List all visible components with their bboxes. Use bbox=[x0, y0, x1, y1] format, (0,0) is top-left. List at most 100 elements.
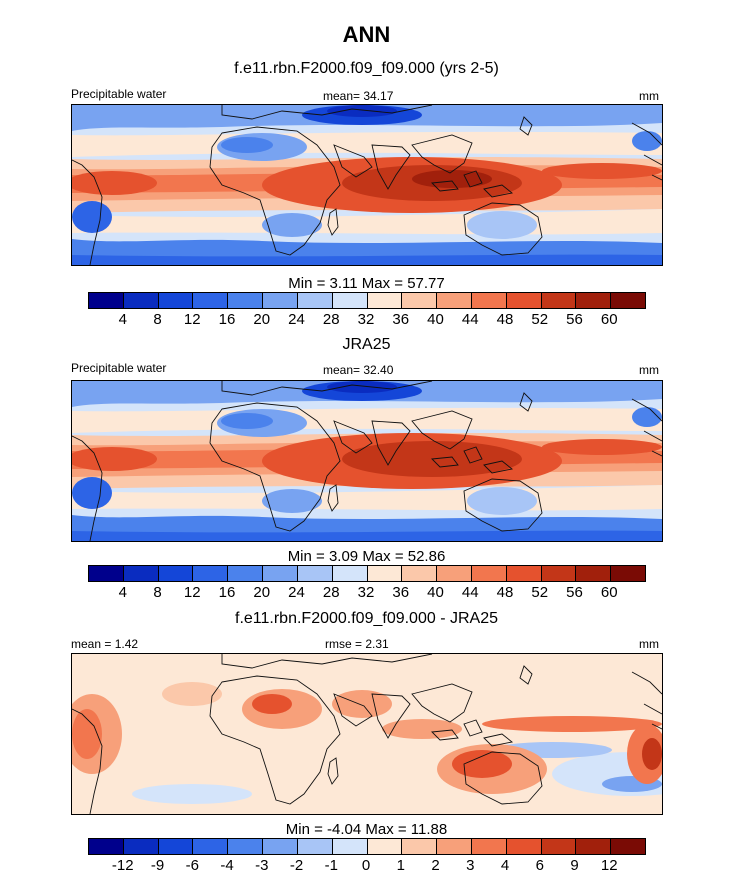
colorbar-tick-label: 60 bbox=[600, 584, 618, 601]
colorbar-cell bbox=[541, 566, 577, 581]
panel-1-colorbar-ticks: 4 8 12 16 20 24 28 32 36 40 44 48 52 56 60 bbox=[88, 311, 644, 329]
colorbar-cell bbox=[471, 293, 507, 308]
positive-region bbox=[382, 719, 462, 739]
coastlines bbox=[72, 105, 662, 265]
colorbar-tick-label: -12 bbox=[111, 857, 134, 874]
colorbar-tick-label: -3 bbox=[255, 857, 269, 874]
andes-dry bbox=[72, 201, 112, 233]
colorbar-cell bbox=[611, 839, 645, 854]
colorbar-cell bbox=[193, 293, 229, 308]
colorbar-cell bbox=[228, 293, 264, 308]
colorbar-cell bbox=[611, 566, 645, 581]
panel-1-mean-label: mean= 34.17 bbox=[323, 89, 394, 103]
coastlines bbox=[72, 654, 662, 814]
colorbar-tick-label: 3 bbox=[466, 857, 475, 874]
andes-dry bbox=[72, 477, 112, 509]
colorbar-cell bbox=[332, 293, 368, 308]
panel-3-colorbar-ticks: -12 -9 -6 -4 -3 -2 -1 0 1 2 3 4 6 9 12 bbox=[88, 857, 644, 875]
mexico-dry bbox=[632, 407, 662, 427]
colorbar-cell bbox=[541, 839, 577, 854]
australia-dry bbox=[467, 487, 537, 515]
colorbar-tick-label: 12 bbox=[183, 311, 201, 328]
tibet-core bbox=[327, 381, 397, 393]
panel-2-colorbar bbox=[88, 565, 646, 582]
colorbar-tick-label: 48 bbox=[496, 584, 514, 601]
panel-1-map bbox=[71, 104, 663, 266]
colorbar-cell bbox=[506, 566, 542, 581]
colorbar-tick-label: 8 bbox=[153, 311, 162, 328]
sahara-core bbox=[221, 413, 273, 429]
panel-2-left-label: Precipitable water bbox=[71, 361, 167, 375]
colorbar-tick-label: 12 bbox=[183, 584, 201, 601]
colorbar-cell bbox=[158, 293, 194, 308]
colorbar-tick-label: 6 bbox=[535, 857, 544, 874]
colorbar-tick-label: 40 bbox=[427, 584, 444, 601]
colorbar-cell bbox=[576, 839, 612, 854]
colorbar-cell bbox=[402, 293, 438, 308]
eastern-pacific-itcz bbox=[542, 439, 662, 455]
panel-1-left-label: Precipitable water bbox=[71, 87, 167, 101]
colorbar-tick-label: 32 bbox=[357, 311, 375, 328]
negative-region bbox=[132, 784, 252, 804]
colorbar-cell bbox=[402, 566, 438, 581]
panel-2-minmax: Min = 3.09 Max = 52.86 bbox=[287, 548, 446, 565]
colorbar-cell bbox=[471, 839, 507, 854]
tibet-core bbox=[327, 105, 397, 117]
positive-region bbox=[642, 738, 662, 770]
colorbar-tick-label: 4 bbox=[118, 584, 127, 601]
colorbar-cell bbox=[263, 839, 298, 854]
colorbar-tick-label: 36 bbox=[392, 311, 410, 328]
panel-3-map bbox=[71, 653, 663, 815]
colorbar-tick-label: 0 bbox=[361, 857, 371, 874]
colorbar-tick-label: 4 bbox=[500, 857, 510, 874]
colorbar-cell bbox=[367, 293, 403, 308]
panel-1-case-title: f.e11.rbn.F2000.f09_f09.000 (yrs 2-5) bbox=[234, 60, 499, 77]
panel-3-mean-label: mean = 1.42 bbox=[71, 637, 139, 651]
colorbar-tick-label: 44 bbox=[461, 584, 479, 601]
colorbar-tick-label: -2 bbox=[289, 857, 304, 874]
colorbar-cell bbox=[89, 566, 124, 581]
panel-2-mean-label: mean= 32.40 bbox=[323, 363, 394, 377]
colorbar-cell bbox=[123, 839, 159, 854]
panel-2-units-label: mm bbox=[639, 363, 659, 377]
panel-2-case-title: JRA25 bbox=[342, 336, 391, 353]
colorbar-cell bbox=[437, 293, 472, 308]
colorbar-cell bbox=[367, 839, 403, 854]
colorbar-cell bbox=[437, 839, 472, 854]
panel-1-units-label: mm bbox=[639, 89, 659, 103]
colorbar-cell bbox=[297, 293, 333, 308]
positive-region bbox=[452, 750, 512, 778]
colorbar-tick-label: 28 bbox=[322, 584, 340, 601]
colorbar-tick-label: -1 bbox=[324, 857, 338, 874]
colorbar-tick-label: 12 bbox=[600, 857, 618, 874]
eastern-pacific-itcz bbox=[542, 163, 662, 179]
panel-2-map bbox=[71, 380, 663, 542]
positive-region bbox=[252, 694, 292, 714]
colorbar-tick-label: 8 bbox=[153, 584, 162, 601]
positive-region bbox=[72, 709, 102, 759]
colorbar-tick-label: 32 bbox=[357, 584, 375, 601]
colorbar-cell bbox=[611, 293, 645, 308]
southern-africa-dry bbox=[262, 489, 322, 513]
colorbar-tick-label: 52 bbox=[531, 584, 549, 601]
colorbar-cell bbox=[123, 566, 159, 581]
colorbar-cell bbox=[506, 839, 542, 854]
colorbar-cell bbox=[576, 566, 612, 581]
coastlines bbox=[72, 381, 662, 541]
colorbar-tick-label: -6 bbox=[185, 857, 199, 874]
field-band bbox=[72, 530, 662, 541]
colorbar-cell bbox=[263, 566, 298, 581]
colorbar-cell bbox=[576, 293, 612, 308]
colorbar-cell bbox=[402, 839, 438, 854]
colorbar-tick-label: 20 bbox=[253, 584, 271, 601]
panel-1-colorbar bbox=[88, 292, 646, 309]
colorbar-tick-label: 24 bbox=[288, 311, 305, 328]
colorbar-tick-label: 4 bbox=[118, 311, 127, 328]
positive-region bbox=[332, 690, 392, 718]
colorbar-tick-label: 24 bbox=[288, 584, 305, 601]
colorbar-cell bbox=[332, 839, 368, 854]
colorbar-cell bbox=[263, 293, 298, 308]
colorbar-tick-label: 20 bbox=[253, 311, 271, 328]
figure-title: ANN bbox=[342, 22, 391, 47]
panel-3-case-title: f.e11.rbn.F2000.f09_f09.000 - JRA25 bbox=[235, 610, 498, 627]
